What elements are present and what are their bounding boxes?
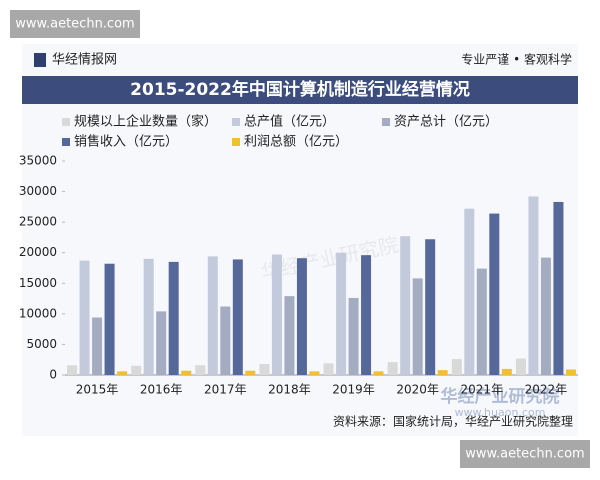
- bar: [323, 363, 334, 375]
- watermark: www.aetechn.com: [465, 447, 584, 462]
- bar: [489, 213, 500, 375]
- bar: [540, 257, 551, 375]
- bar: [181, 370, 192, 375]
- watermark-box: [460, 440, 590, 468]
- bar: [117, 371, 128, 375]
- watermark: www.huaon.com: [455, 406, 546, 419]
- bar: [528, 196, 539, 375]
- bar: [168, 261, 179, 375]
- watermark: 华经产业研究院: [441, 386, 560, 407]
- legend-swatch: [382, 118, 390, 126]
- x-tick-label: 2019年: [332, 383, 375, 397]
- bar: [361, 255, 372, 375]
- x-tick-label: 2020年: [396, 383, 439, 397]
- x-tick-label: 2015年: [76, 383, 119, 397]
- y-tick-label: 30000: [19, 184, 57, 198]
- bar: [373, 371, 384, 375]
- bar: [336, 252, 347, 375]
- bar: [92, 317, 103, 375]
- y-tick-label: 20000: [19, 245, 57, 259]
- bar: [565, 369, 576, 375]
- watermark: www.aetechn.com: [15, 17, 134, 32]
- bar: [271, 254, 282, 375]
- bar: [400, 236, 411, 375]
- bar: [464, 208, 475, 375]
- y-tick-label: 0: [49, 368, 57, 382]
- bar: [425, 239, 436, 375]
- legend-swatch: [62, 118, 70, 126]
- x-tick-label: 2018年: [268, 383, 311, 397]
- legend-label: 规模以上企业数量（家）: [74, 114, 217, 130]
- bar: [259, 363, 270, 375]
- bar: [207, 256, 218, 375]
- bar: [156, 311, 167, 375]
- bar: [67, 365, 78, 375]
- bar: [412, 278, 423, 375]
- y-tick-label: 25000: [19, 215, 57, 229]
- bar: [131, 365, 142, 375]
- bar: [553, 201, 564, 375]
- bar: [232, 259, 243, 375]
- bar: [143, 258, 154, 375]
- legend-swatch: [232, 118, 240, 126]
- bar: [296, 258, 307, 375]
- slogan: 专业严谨 • 客观科学: [461, 52, 572, 67]
- bar: [348, 297, 359, 375]
- y-tick-label: 10000: [19, 306, 57, 320]
- legend-label: 利润总额（亿元）: [244, 135, 348, 150]
- x-tick-label: 2016年: [140, 383, 183, 397]
- bar: [284, 296, 295, 375]
- bar: [79, 260, 90, 375]
- logo-icon: [34, 53, 46, 67]
- x-tick-label: 2022年: [525, 383, 568, 397]
- bar: [245, 370, 256, 375]
- brand: 华经情报网: [52, 53, 117, 68]
- legend-swatch: [232, 138, 240, 146]
- legend-swatch: [62, 138, 70, 146]
- bar: [309, 371, 320, 375]
- bar: [451, 359, 462, 375]
- watermark-box: [10, 10, 140, 38]
- bar: [437, 370, 448, 375]
- x-tick-label: 2021年: [461, 383, 504, 397]
- bar: [220, 306, 231, 375]
- source: 资料来源：国家统计局，华经产业研究院整理: [333, 414, 573, 429]
- legend-label: 总产值（亿元）: [244, 114, 335, 130]
- legend-label: 资产总计（亿元）: [394, 115, 498, 130]
- x-tick-label: 2017年: [204, 383, 247, 397]
- legend-label: 销售收入（亿元）: [74, 134, 178, 150]
- bar: [476, 268, 487, 375]
- y-tick-label: 35000: [19, 154, 57, 168]
- bar: [195, 365, 206, 375]
- bar: [387, 362, 398, 375]
- bar: [515, 358, 526, 375]
- title-bar: [22, 76, 578, 104]
- chart-title: 2015-2022年中国计算机制造行业经营情况: [130, 79, 470, 100]
- y-tick-label: 5000: [26, 337, 57, 351]
- bar: [501, 368, 512, 375]
- bar: [104, 263, 115, 375]
- y-tick-label: 15000: [19, 276, 57, 290]
